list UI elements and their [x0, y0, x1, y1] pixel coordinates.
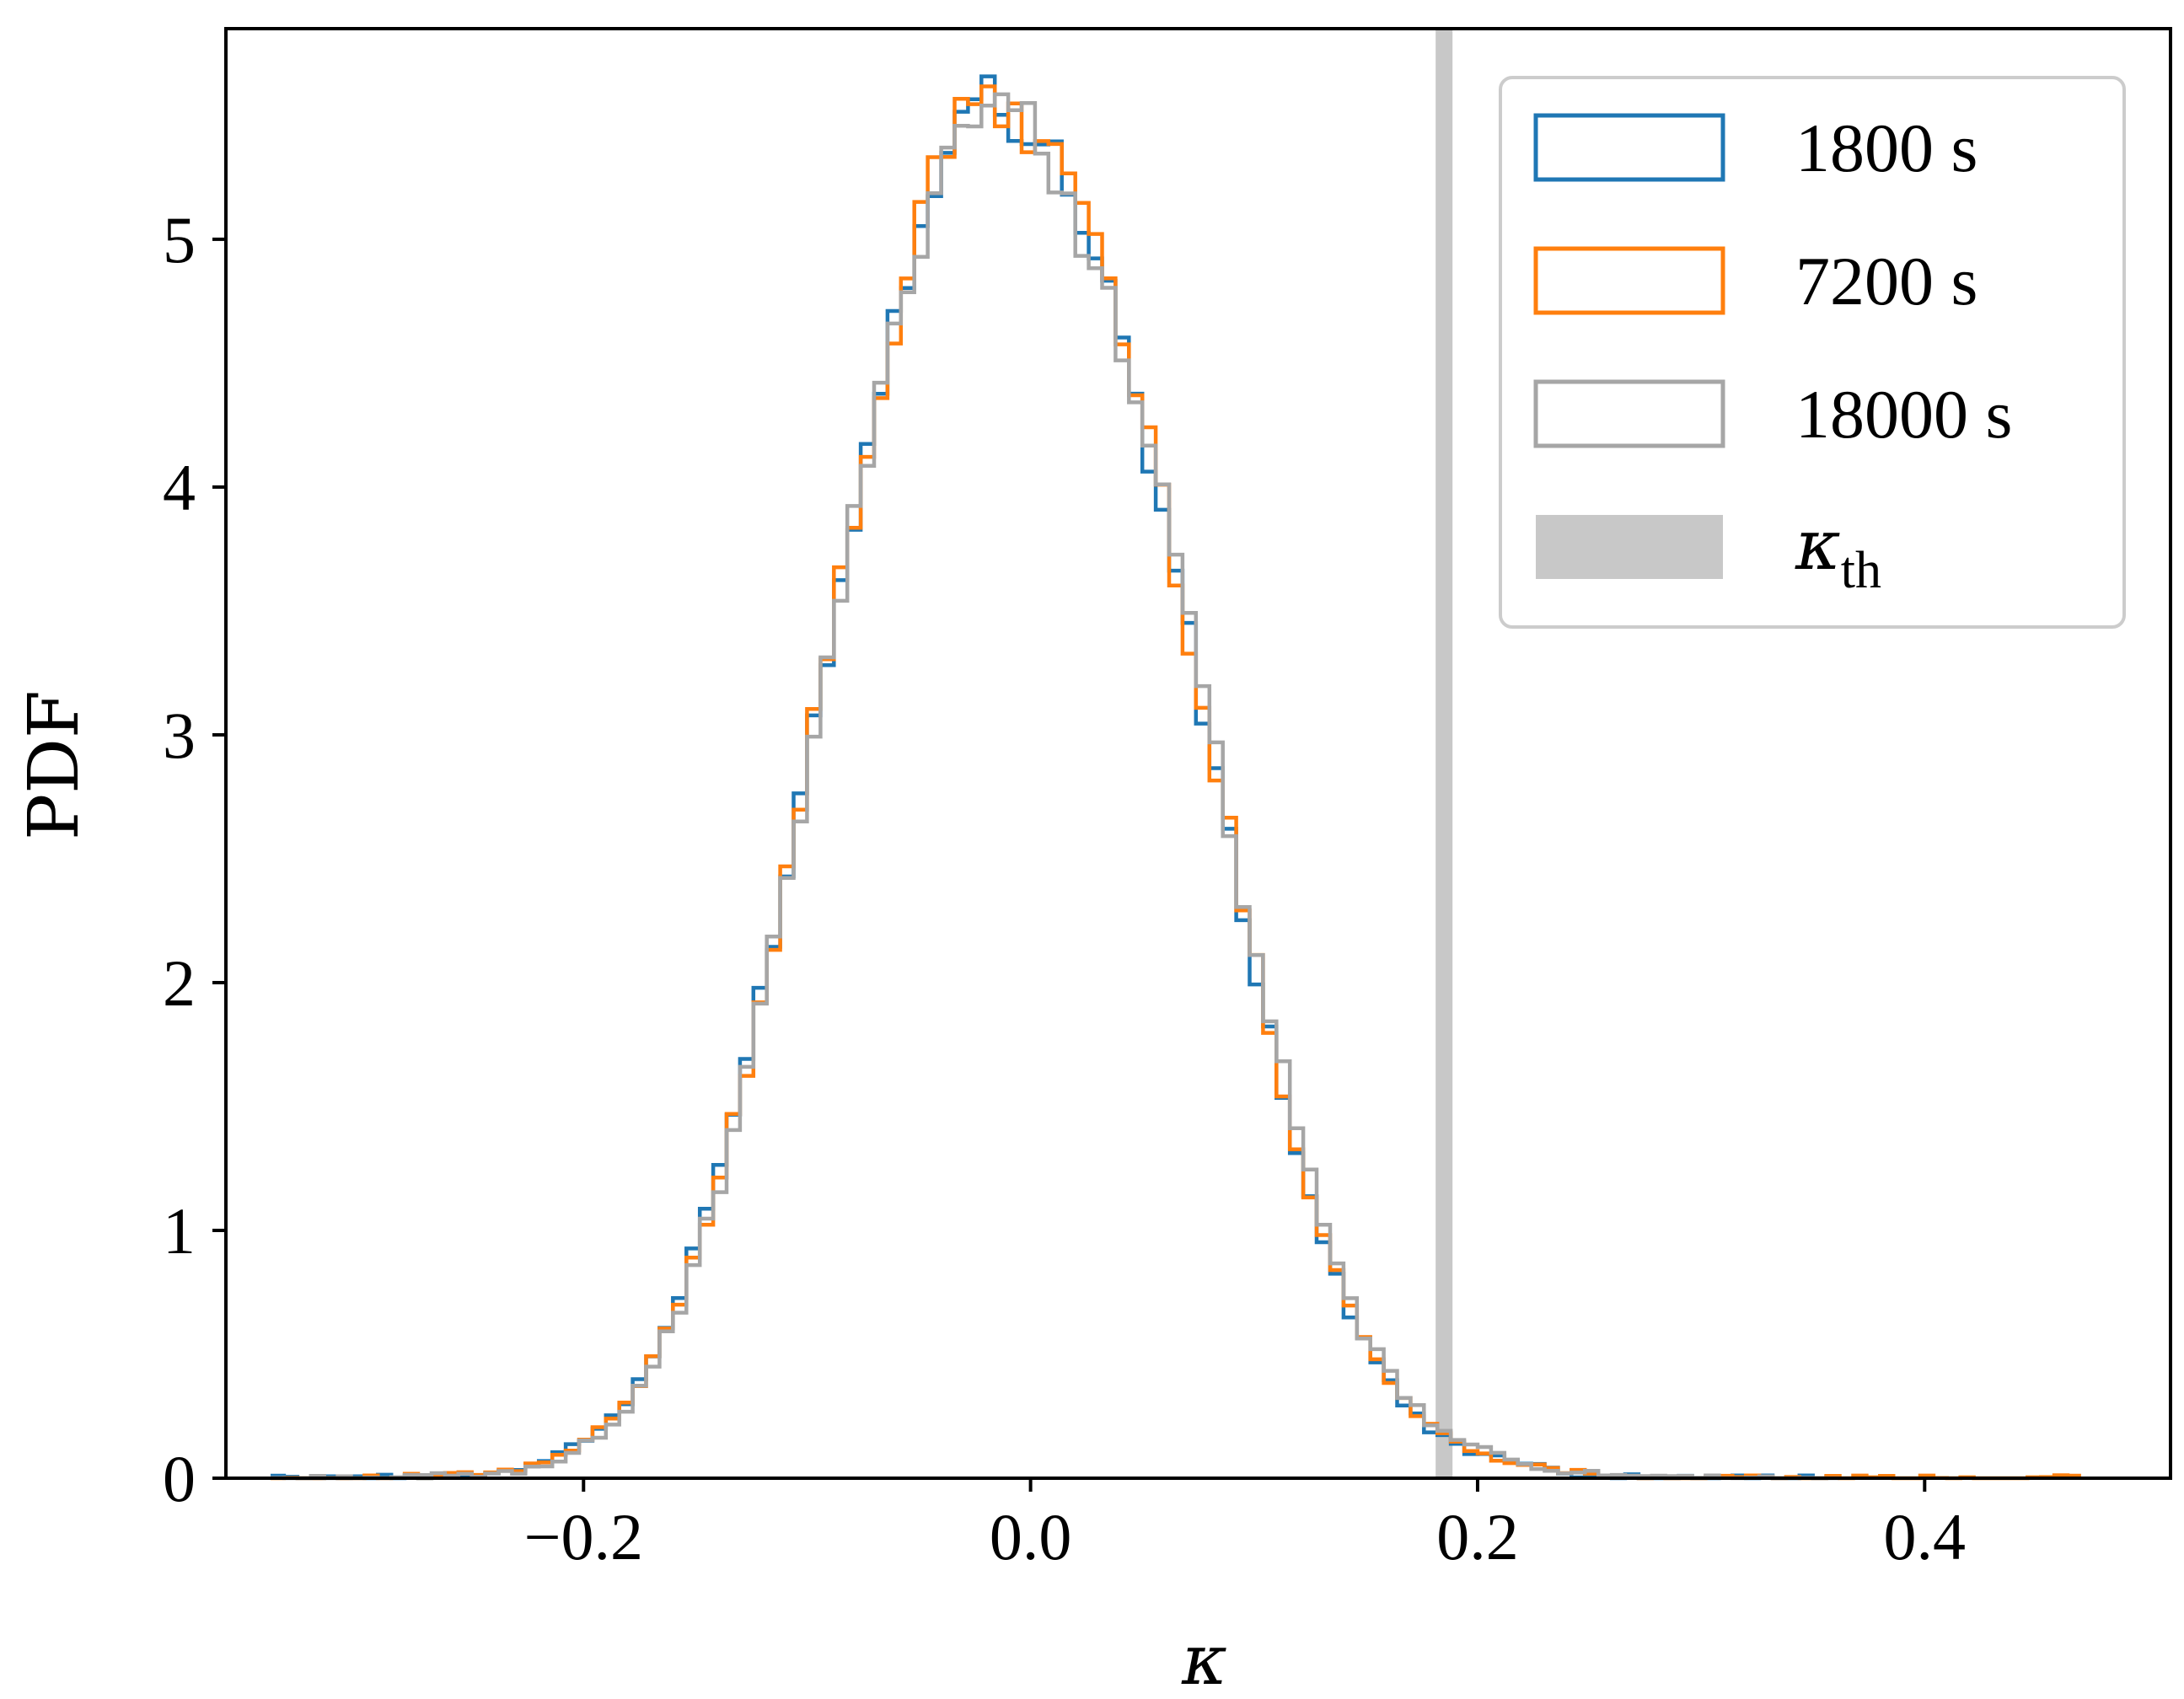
y-tick-label: 2 [163, 946, 196, 1020]
x-tick-label: 0.4 [1884, 1500, 1967, 1573]
series-layer [271, 74, 2081, 1481]
y-tick-label: 1 [163, 1194, 196, 1268]
legend-label-kappa-threshold: κth [1795, 506, 1881, 599]
legend-swatch-1800-s [1533, 113, 1725, 182]
legend-label-7200-s: 7200 s [1795, 243, 1977, 319]
y-tick-label: 3 [163, 699, 196, 772]
legend-label-18000-s: 18000 s [1795, 376, 2012, 453]
y-tick-label: 0 [163, 1442, 196, 1515]
legend-swatch-kappa-threshold [1536, 515, 1723, 579]
x-axis-title: κ [1181, 1621, 1227, 1699]
legend-label-1800-s: 1800 s [1795, 110, 1977, 186]
legend: 1800 s 7200 s 18000 s κth [1499, 76, 2126, 629]
plot-frame [224, 27, 2172, 1480]
series-18000-s-step-line [271, 92, 1840, 1481]
axes-layer: −0.2 0.0 0.2 0.4 0 1 2 3 4 5 [163, 27, 2172, 1573]
y-axis-title: PDF [14, 690, 94, 840]
threshold-band-layer [1435, 29, 1453, 1478]
y-tick-label: 4 [163, 451, 196, 524]
y-tick-label: 5 [163, 203, 196, 276]
legend-box [1499, 76, 2126, 629]
legend-swatch-18000-s [1533, 379, 1725, 448]
kappa-threshold-band [1435, 29, 1453, 1478]
x-tick-label: −0.2 [524, 1500, 644, 1573]
x-tick-label: 0.2 [1436, 1500, 1519, 1573]
legend-swatch-7200-s [1533, 246, 1725, 315]
x-tick-label: 0.0 [990, 1500, 1072, 1573]
